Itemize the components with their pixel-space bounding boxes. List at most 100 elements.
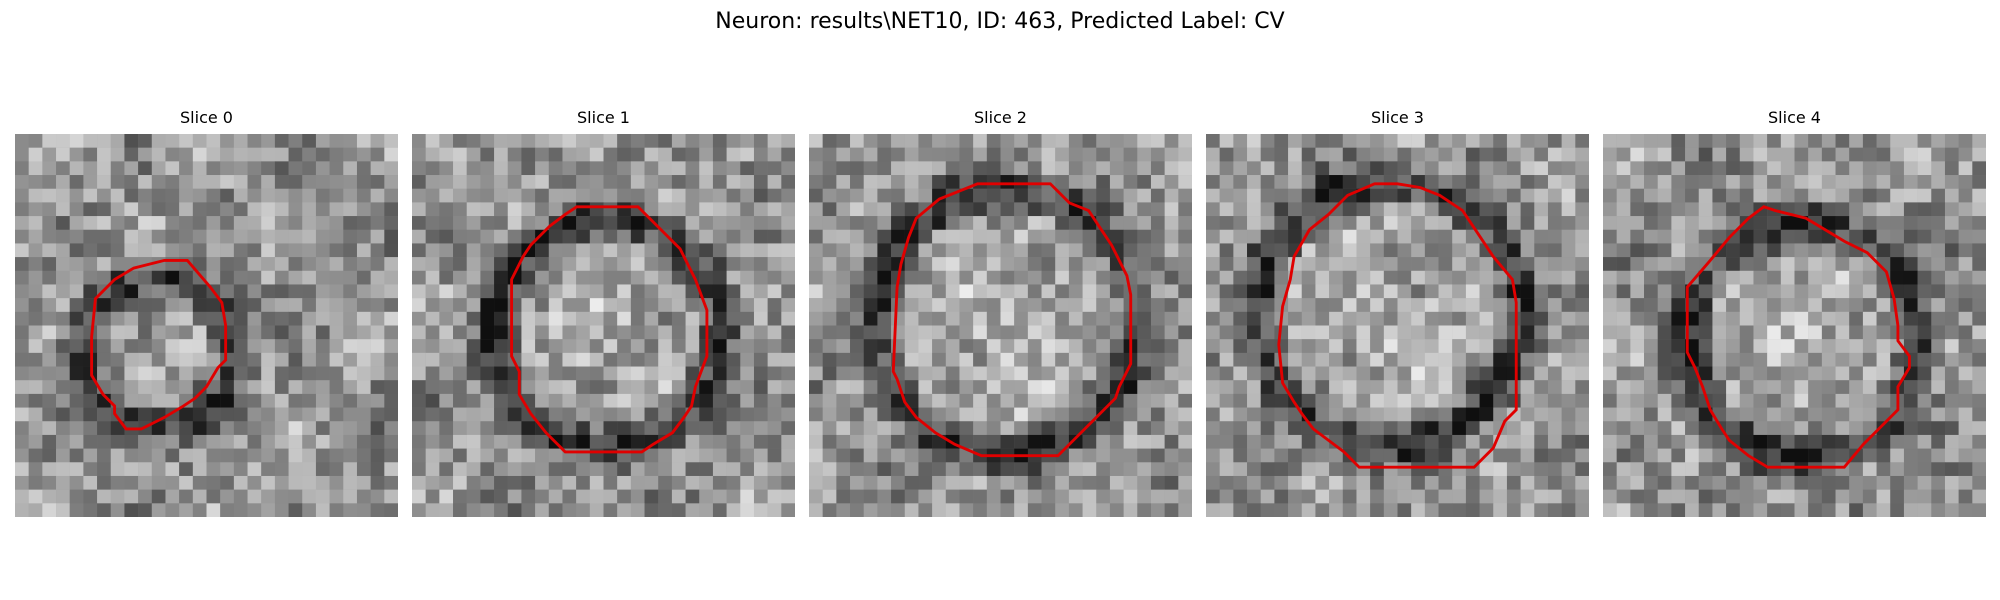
pixel xyxy=(1356,175,1371,189)
pixel xyxy=(1150,407,1165,422)
pixel xyxy=(15,284,29,299)
pixel xyxy=(1150,475,1165,490)
pixel xyxy=(1794,448,1809,463)
pixel xyxy=(1890,475,1905,490)
pixel xyxy=(1712,380,1727,395)
pixel xyxy=(425,475,440,490)
pixel xyxy=(986,147,1001,162)
pixel xyxy=(1014,339,1029,354)
pixel xyxy=(548,448,563,463)
pixel xyxy=(1698,270,1713,285)
pixel xyxy=(1438,270,1453,285)
pixel xyxy=(1657,407,1672,422)
pixel xyxy=(1055,325,1070,340)
pixel xyxy=(1575,407,1589,422)
pixel xyxy=(1808,188,1823,203)
pixel xyxy=(1903,270,1918,285)
pixel xyxy=(740,188,755,203)
pixel xyxy=(1288,161,1302,176)
pixel xyxy=(1137,257,1152,271)
pixel xyxy=(1644,175,1658,189)
pixel xyxy=(1247,161,1261,176)
pixel xyxy=(1329,448,1343,463)
pixel xyxy=(1603,161,1617,176)
pixel xyxy=(1055,311,1070,326)
pixel xyxy=(1301,448,1316,463)
pixel xyxy=(1356,311,1371,326)
pixel xyxy=(1958,270,1973,285)
pixel xyxy=(535,257,549,271)
pixel xyxy=(1411,475,1426,490)
pixel xyxy=(1726,407,1740,422)
pixel xyxy=(1958,175,1973,189)
pixel xyxy=(535,284,549,299)
pixel xyxy=(753,475,768,490)
pixel xyxy=(247,462,262,477)
pixel xyxy=(1137,339,1152,354)
pixel xyxy=(699,503,714,517)
pixel xyxy=(15,134,29,148)
pixel xyxy=(1411,257,1426,271)
pixel xyxy=(1109,475,1124,490)
pixel xyxy=(576,407,591,422)
pixel xyxy=(1657,489,1672,504)
pixel xyxy=(644,216,659,230)
pixel xyxy=(28,475,43,490)
pixel xyxy=(1274,475,1289,490)
pixel xyxy=(1616,366,1631,381)
pixel xyxy=(1698,134,1713,148)
pixel xyxy=(1055,462,1070,477)
pixel xyxy=(124,393,139,408)
pixel xyxy=(891,462,905,477)
pixel xyxy=(1397,147,1412,162)
pixel xyxy=(562,475,577,490)
pixel xyxy=(617,202,632,217)
pixel xyxy=(1274,489,1289,504)
pixel xyxy=(165,311,180,326)
pixel xyxy=(370,161,385,176)
pixel xyxy=(1397,298,1412,313)
pixel xyxy=(1835,352,1850,367)
pixel xyxy=(439,298,454,313)
pixel xyxy=(548,421,563,436)
pixel xyxy=(1274,339,1289,354)
pixel xyxy=(1068,270,1083,285)
pixel xyxy=(1233,366,1248,381)
pixel xyxy=(1274,161,1289,176)
pixel xyxy=(1972,257,1986,271)
pixel xyxy=(466,325,481,340)
pixel xyxy=(315,339,330,354)
pixel xyxy=(1644,147,1658,162)
pixel xyxy=(1301,366,1316,381)
pixel xyxy=(274,298,289,313)
pixel xyxy=(206,339,221,354)
pixel xyxy=(1288,284,1302,299)
pixel xyxy=(904,270,919,285)
pixel xyxy=(302,407,317,422)
pixel xyxy=(1219,229,1234,244)
pixel xyxy=(877,448,892,463)
pixel xyxy=(699,462,714,477)
pixel xyxy=(521,311,536,326)
pixel xyxy=(1520,325,1535,340)
pixel xyxy=(480,448,495,463)
pixel xyxy=(1260,147,1275,162)
pixel xyxy=(274,393,289,408)
pixel xyxy=(548,352,563,367)
pixel xyxy=(439,202,454,217)
pixel xyxy=(1109,311,1124,326)
pixel xyxy=(1698,325,1713,340)
pixel xyxy=(1890,421,1905,436)
pixel xyxy=(548,475,563,490)
pixel xyxy=(1260,270,1275,285)
pixel xyxy=(1274,229,1289,244)
pixel xyxy=(1493,339,1508,354)
pixel xyxy=(1944,475,1959,490)
pixel xyxy=(1479,489,1494,504)
pixel xyxy=(753,503,768,517)
pixel xyxy=(1041,229,1056,244)
pixel xyxy=(1547,175,1562,189)
pixel xyxy=(1260,284,1275,299)
pixel xyxy=(1944,147,1959,162)
pixel xyxy=(1767,243,1782,258)
